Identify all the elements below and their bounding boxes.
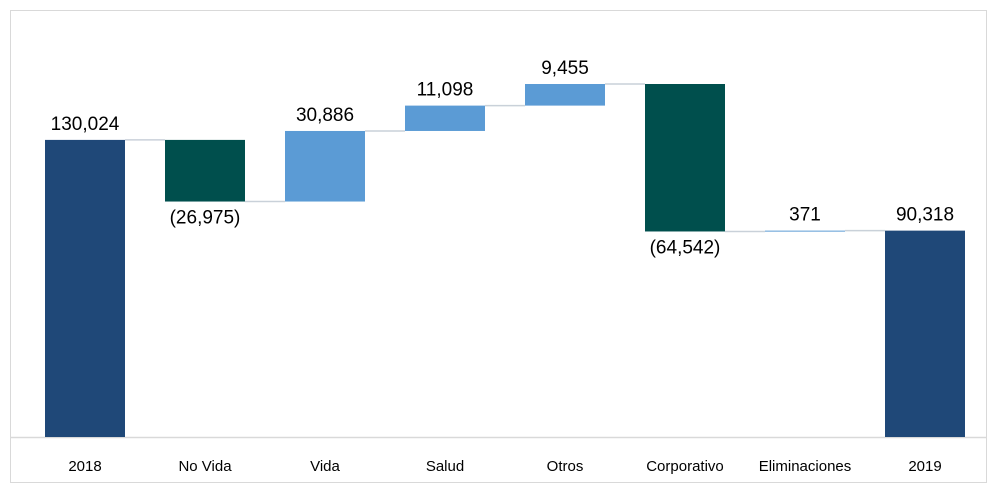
value-label: 9,455 [541, 58, 589, 79]
value-label: 30,886 [296, 105, 354, 126]
bar [165, 139, 245, 202]
bar [885, 230, 965, 437]
value-label: 11,098 [417, 80, 474, 101]
value-label: (26,975) [170, 208, 241, 229]
value-label: 371 [789, 205, 821, 226]
bar [45, 139, 125, 438]
bar [285, 130, 365, 202]
x-tick-label: Eliminaciones [759, 458, 852, 475]
x-tick-label: Otros [547, 458, 584, 475]
x-tick-label: 2019 [908, 458, 941, 475]
x-tick-label: Vida [310, 458, 340, 475]
x-tick-label: Corporativo [646, 458, 724, 475]
value-label: 90,318 [896, 205, 954, 226]
bar [525, 84, 605, 106]
chart-frame [10, 10, 987, 483]
x-tick-label: 2018 [68, 458, 101, 475]
value-label: 130,024 [51, 114, 120, 135]
value-label: (64,542) [650, 237, 721, 258]
x-tick-label: Salud [426, 458, 464, 475]
bar [405, 105, 485, 131]
bar [645, 84, 725, 232]
bar [765, 230, 845, 232]
x-tick-label: No Vida [178, 458, 232, 475]
